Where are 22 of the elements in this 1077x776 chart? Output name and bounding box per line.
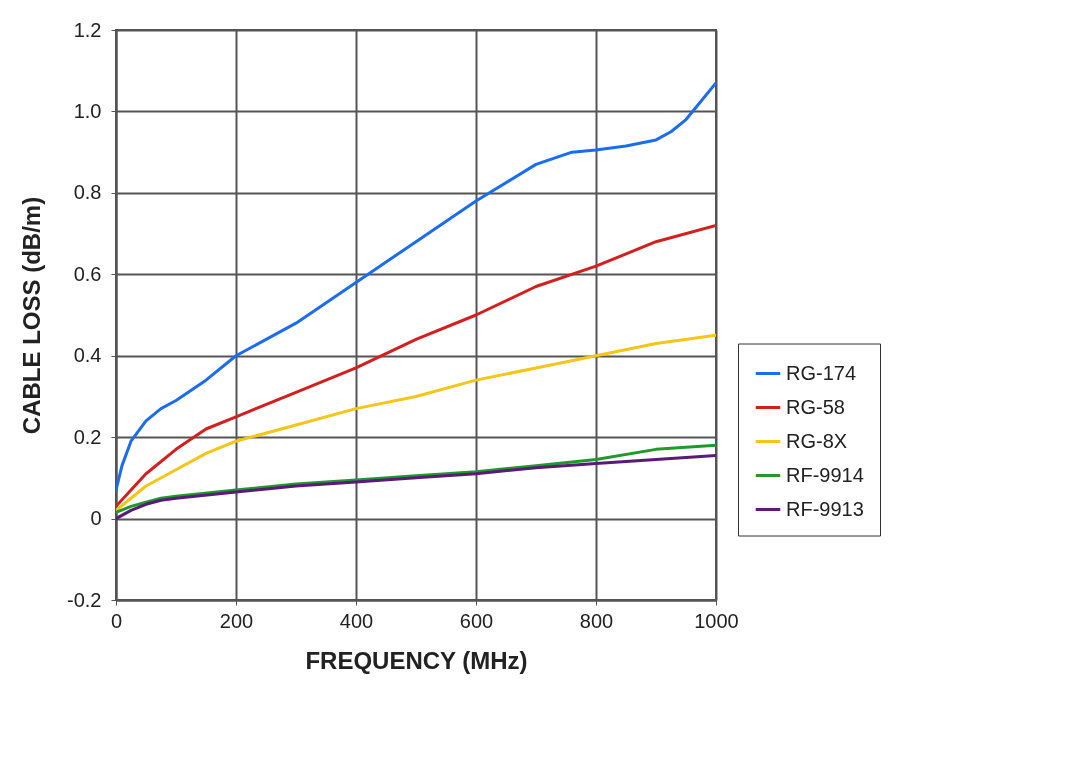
y-tick-label: 0.6 [73,262,102,285]
legend-label: RG-58 [786,395,845,418]
x-tick-label: 1000 [694,609,739,632]
line-series [116,443,716,514]
y-tick-label: 0.4 [73,344,102,367]
legend-label: RG-174 [786,361,857,384]
x-axis-title: FREQUENCY (MHz) [305,646,528,674]
y-tick-label: 1.2 [73,18,102,41]
x-tick-label: 200 [219,609,254,632]
y-axis-title: CABLE LOSS (dB/m) [18,196,46,435]
y-tick-label: 0.2 [73,425,102,448]
y-tick-label: 1.0 [73,99,102,122]
legend-label: RF-9913 [786,497,864,520]
legend-label: RF-9914 [786,463,864,486]
y-tick-label: 0.8 [73,181,102,204]
x-tick-label: 400 [339,609,374,632]
y-tick-label: 0 [90,507,102,530]
legend-label: RG-8X [786,429,848,452]
y-tick-label: -0.2 [67,588,102,611]
x-tick-label: 0 [110,609,123,632]
x-tick-label: 800 [579,609,614,632]
x-tick-label: 600 [459,609,494,632]
